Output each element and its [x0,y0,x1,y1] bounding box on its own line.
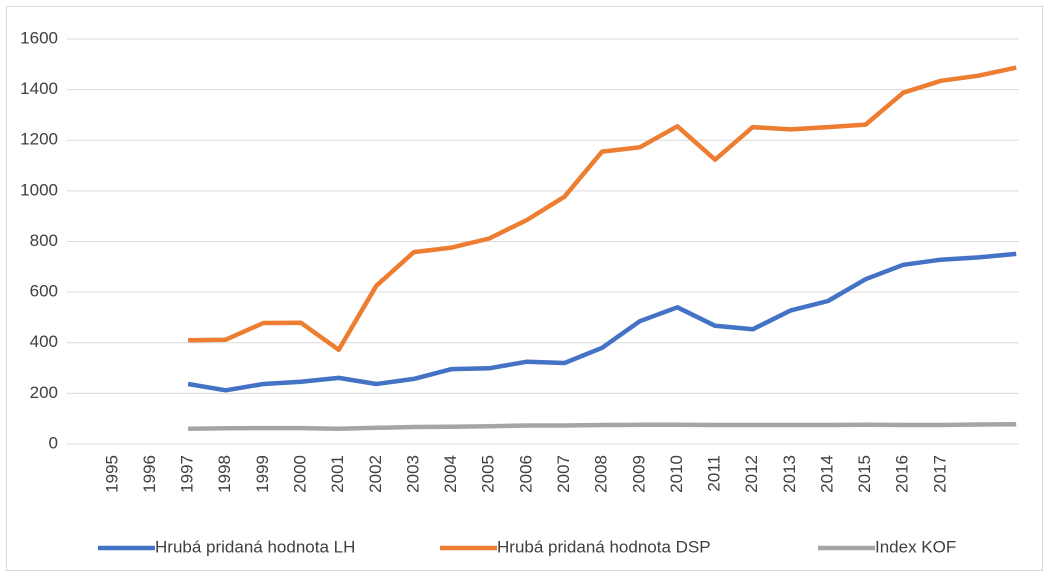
x-tick-label: 2006 [516,455,535,493]
series-line [188,422,1017,432]
x-tick-label: 2017 [930,455,949,493]
series-line [188,65,1017,353]
legend-label: Hrubá pridaná hodnota LH [155,537,355,556]
x-tick-label: 1999 [253,455,272,493]
x-tick-label: 1996 [140,455,159,493]
x-tick-label: 2013 [780,455,799,493]
x-tick-label: 2008 [592,455,611,493]
legend-label: Index KOF [875,537,956,556]
legend-label: Hrubá pridaná hodnota DSP [497,537,711,556]
y-tick-label: 0 [49,433,58,452]
x-tick-label: 2003 [403,455,422,493]
y-tick-label: 1200 [20,130,58,149]
y-tick-label: 1600 [20,28,58,47]
x-tick-label: 2002 [366,455,385,493]
y-tick-label: 800 [30,231,58,250]
series-line [187,251,1017,393]
y-tick-label: 400 [30,332,58,351]
x-tick-label: 2009 [629,455,648,493]
x-tick-label: 2010 [667,455,686,493]
x-tick-label: 1995 [102,455,121,493]
x-tick-label: 1997 [178,455,197,493]
x-tick-label: 2000 [291,455,310,493]
chart-border [6,6,1043,571]
x-tick-label: 2005 [479,455,498,493]
x-tick-label: 2012 [742,455,761,493]
y-tick-label: 1000 [20,180,58,199]
x-tick-label: 1998 [215,455,234,493]
x-tick-label: 2014 [817,455,836,493]
x-tick-label: 2015 [855,455,874,493]
x-tick-label: 2011 [705,455,724,492]
y-tick-label: 600 [30,282,58,301]
x-tick-label: 2007 [554,455,573,493]
x-tick-label: 2004 [441,455,460,493]
x-tick-label: 2001 [328,455,347,493]
y-tick-label: 200 [30,383,58,402]
y-tick-label: 1400 [20,79,58,98]
x-tick-label: 2016 [893,455,912,493]
